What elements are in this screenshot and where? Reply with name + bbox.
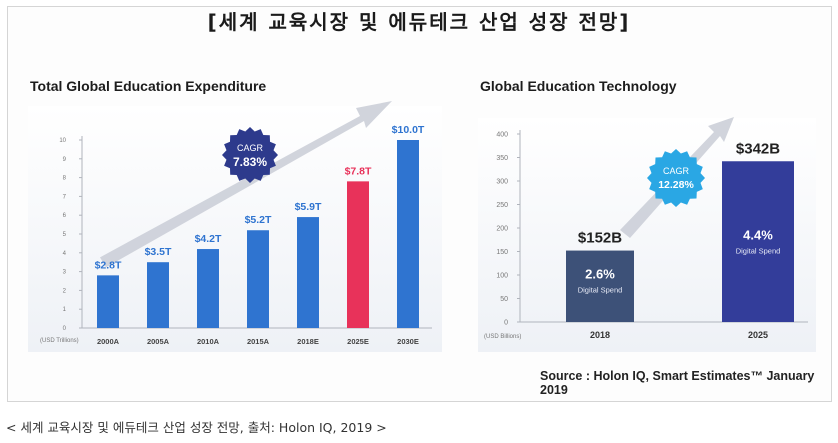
- bar-value-label: $3.5T: [145, 246, 172, 258]
- y-tick-label: 350: [496, 155, 508, 162]
- bar: [97, 275, 119, 328]
- y-tick-label: 9: [63, 157, 67, 163]
- bar: [397, 140, 419, 328]
- x-tick-label: 2010A: [197, 337, 220, 346]
- y-tick-label: 50: [500, 296, 508, 303]
- y-tick-label: 2: [63, 288, 67, 294]
- unit-label: (USD Trillions): [40, 338, 79, 344]
- x-tick-label: 2025E: [347, 337, 369, 346]
- trend-arrow: [100, 101, 392, 268]
- right-chart-title: Global Education Technology: [480, 78, 677, 94]
- bar: [297, 217, 319, 328]
- cagr-badge-label: CAGR: [663, 166, 690, 176]
- bar-value-label: $7.8T: [345, 165, 372, 177]
- y-tick-label: 5: [63, 232, 67, 238]
- bar-value-label: $5.9T: [295, 201, 322, 213]
- y-tick-label: 150: [496, 249, 508, 256]
- y-tick-label: 250: [496, 202, 508, 209]
- source-note: Source : Holon IQ, Smart Estimates™ Janu…: [540, 369, 815, 397]
- x-tick-label: 2025: [748, 330, 768, 340]
- bar-value-label: $342B: [736, 140, 780, 157]
- cagr-badge-label: CAGR: [237, 143, 264, 153]
- y-tick-label: 0: [504, 320, 508, 327]
- bar-inner-value: 2.6%: [585, 267, 615, 282]
- x-tick-label: 2000A: [97, 337, 120, 346]
- x-tick-label: 2018: [590, 330, 610, 340]
- bar-value-label: $5.2T: [245, 214, 272, 226]
- right-chart: 0 50 100 150 200 250 300 350 400 (USD Billions) $1…: [484, 117, 808, 340]
- main-title: [세계 교육시장 및 에듀테크 산업 성장 전망]: [207, 10, 631, 34]
- y-tick-label: 7: [63, 194, 67, 200]
- bar: [197, 249, 219, 328]
- bar-value-label: $2.8T: [95, 259, 122, 271]
- bar-value-label: $4.2T: [195, 233, 222, 245]
- bar: [722, 161, 794, 322]
- x-tick-label: 2030E: [397, 337, 419, 346]
- y-tick-label: 0: [63, 326, 67, 332]
- bar: [566, 250, 634, 322]
- cagr-badge-value: 12.28%: [658, 179, 694, 191]
- unit-label: (USD Billions): [484, 334, 521, 340]
- y-tick-label: 100: [496, 273, 508, 280]
- y-tick-label: 200: [496, 226, 508, 233]
- bar: [147, 262, 169, 328]
- y-tick-label: 400: [496, 132, 508, 139]
- x-tick-label: 2005A: [147, 337, 170, 346]
- y-tick-label: 300: [496, 179, 508, 186]
- bar-inner-label: Digital Spend: [578, 286, 623, 295]
- bar-inner-label: Digital Spend: [736, 246, 781, 255]
- y-tick-label: 8: [63, 176, 67, 182]
- y-tick-label: 3: [63, 270, 67, 276]
- figure-caption: < 세계 교육시장 및 에듀테크 산업 성장 전망, 출처: Holon IQ,…: [6, 420, 387, 435]
- bar: [247, 230, 269, 328]
- x-tick-label: 2015A: [247, 337, 270, 346]
- bar: [347, 181, 369, 328]
- left-chart-title: Total Global Education Expenditure: [30, 78, 267, 94]
- y-tick-label: 1: [63, 307, 67, 313]
- left-chart: 0 1 2 3 4 5 6 7 8 9 10 (USD Trillions) $2.8T 2000A $3.…: [40, 101, 432, 346]
- x-tick-label: 2018E: [297, 337, 319, 346]
- bar-value-label: $10.0T: [392, 124, 425, 136]
- y-tick-label: 6: [63, 213, 67, 219]
- y-tick-label: 10: [59, 138, 66, 144]
- cagr-badge: [647, 149, 705, 207]
- y-tick-label: 4: [63, 251, 67, 257]
- bar-inner-value: 4.4%: [743, 227, 773, 242]
- cagr-badge: [222, 127, 278, 183]
- bar-value-label: $152B: [578, 230, 622, 247]
- cagr-badge-value: 7.83%: [233, 155, 267, 169]
